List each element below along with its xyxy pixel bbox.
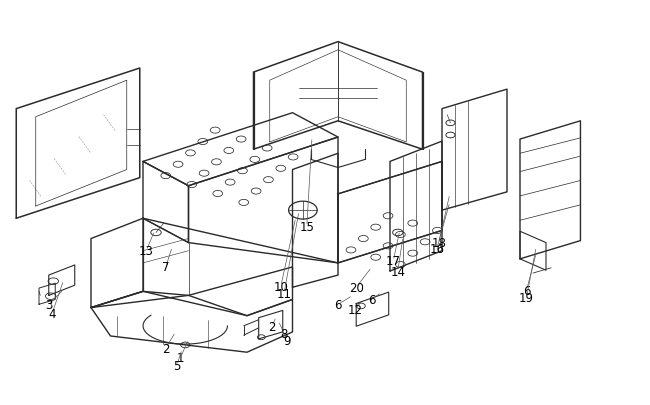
- Text: 5: 5: [173, 359, 181, 372]
- Text: 13: 13: [139, 245, 153, 258]
- Text: 8: 8: [280, 327, 288, 340]
- Text: 3: 3: [45, 298, 53, 311]
- Text: 2: 2: [268, 320, 276, 333]
- Text: 20: 20: [349, 281, 363, 294]
- Text: 18: 18: [432, 237, 446, 249]
- Text: 2: 2: [162, 342, 170, 355]
- Text: 6: 6: [334, 298, 342, 311]
- Text: 6: 6: [368, 293, 376, 306]
- Text: 6: 6: [523, 284, 530, 297]
- Text: 12: 12: [347, 303, 363, 316]
- Text: 7: 7: [162, 261, 170, 274]
- Text: 10: 10: [274, 280, 288, 293]
- Text: 15: 15: [300, 220, 314, 233]
- Text: 11: 11: [276, 287, 292, 300]
- Text: 1: 1: [177, 351, 185, 364]
- Text: 19: 19: [519, 291, 534, 304]
- Text: 14: 14: [390, 265, 406, 278]
- Text: 17: 17: [385, 255, 401, 268]
- Text: 4: 4: [48, 307, 56, 320]
- Text: 9: 9: [283, 334, 291, 347]
- Text: 16: 16: [429, 243, 445, 256]
